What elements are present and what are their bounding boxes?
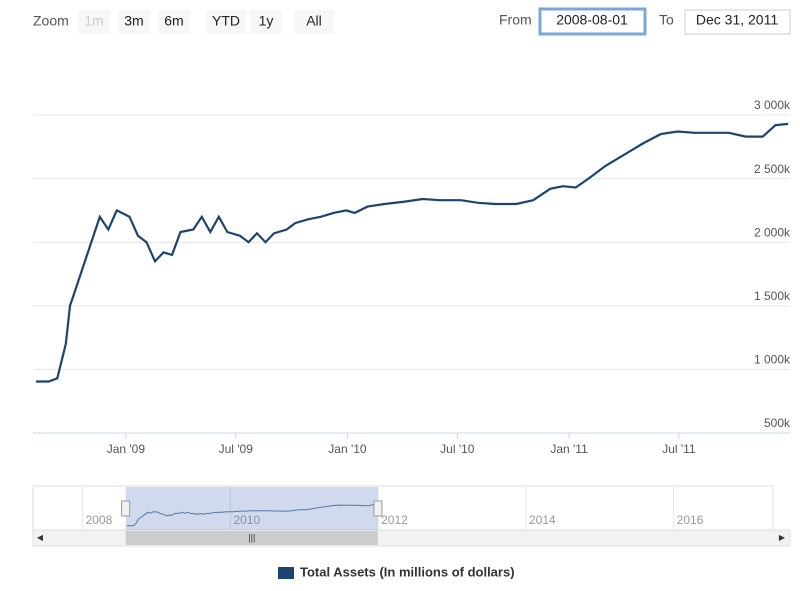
zoom-button-label[interactable]: All xyxy=(306,13,322,29)
navigator-tick-label: 2016 xyxy=(677,513,704,527)
x-tick-label: Jul '09 xyxy=(219,442,254,456)
scrollbar-grip: ||| xyxy=(248,532,255,542)
y-tick-label: 500k xyxy=(764,416,791,430)
line-series xyxy=(36,122,789,383)
zoom-button-label[interactable]: YTD xyxy=(212,13,240,29)
to-value[interactable]: Dec 31, 2011 xyxy=(696,12,778,28)
x-tick-label: Jan '10 xyxy=(328,442,367,456)
zoom-button-label[interactable]: 6m xyxy=(164,13,183,29)
zoom-button[interactable] xyxy=(206,10,246,34)
zoom-button[interactable] xyxy=(158,10,190,34)
to-label: To xyxy=(659,12,674,28)
legend-symbol[interactable] xyxy=(278,567,294,579)
legend-label[interactable]: Total Assets (In millions of dollars) xyxy=(300,564,515,579)
scrollbar-thumb[interactable] xyxy=(125,531,378,545)
navigator-series xyxy=(126,504,378,527)
scroll-left[interactable]: ◀ xyxy=(37,533,44,542)
navigator-selection[interactable] xyxy=(125,487,378,530)
zoom-button-label[interactable]: 1y xyxy=(259,13,274,29)
zoom-button[interactable] xyxy=(78,10,110,34)
y-tick-label: 1 500k xyxy=(754,289,791,303)
navigator-tick-label: 2012 xyxy=(381,513,408,527)
x-tick-label: Jan '11 xyxy=(550,442,588,456)
y-tick-label: 1 000k xyxy=(754,353,791,367)
x-tick-label: Jul '10 xyxy=(440,442,475,456)
zoom-button[interactable] xyxy=(294,10,334,34)
x-tick-label: Jan '09 xyxy=(107,442,146,456)
navigator-handle[interactable] xyxy=(373,500,383,517)
navigator-handle[interactable] xyxy=(121,500,131,517)
from-label: From xyxy=(499,12,532,28)
to-input[interactable] xyxy=(684,9,791,35)
y-tick-label: 2 000k xyxy=(754,225,791,239)
zoom-button-label[interactable]: 1m xyxy=(84,13,103,29)
scroll-right[interactable]: ▶ xyxy=(779,533,786,542)
navigator-frame xyxy=(32,485,774,531)
y-tick-label: 2 500k xyxy=(754,162,791,176)
x-tick-label: Jul '11 xyxy=(662,442,696,456)
from-value[interactable]: 2008-08-01 xyxy=(556,12,628,28)
from-input[interactable] xyxy=(538,7,647,36)
zoom-button-label[interactable]: 3m xyxy=(124,13,143,29)
zoom-label: Zoom xyxy=(33,13,69,29)
zoom-button[interactable] xyxy=(250,10,282,34)
navigator-tick-label: 2008 xyxy=(86,513,113,527)
navigator-tick-label: 2014 xyxy=(529,513,556,527)
y-tick-label: 3 000k xyxy=(754,98,791,112)
zoom-button[interactable] xyxy=(118,10,150,34)
navigator-tick-label: 2010 xyxy=(233,513,260,527)
